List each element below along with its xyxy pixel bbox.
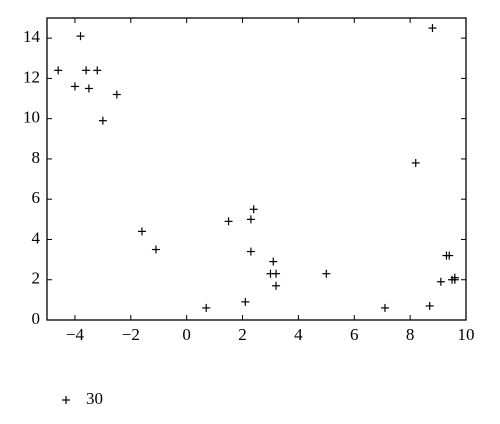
y-tick-label: 10: [23, 108, 40, 127]
y-tick-label: 14: [23, 27, 41, 46]
x-tick-label: −4: [66, 325, 85, 344]
data-point: [425, 301, 434, 310]
data-point: [269, 257, 278, 266]
data-point: [428, 24, 437, 33]
x-tick-label: 2: [238, 325, 247, 344]
legend-plus-icon: [62, 396, 70, 404]
x-tick-label: 10: [458, 325, 475, 344]
data-point: [272, 269, 281, 278]
data-point: [112, 90, 121, 99]
data-point: [224, 217, 233, 226]
data-point: [380, 303, 389, 312]
legend-marker: [62, 396, 70, 404]
data-point: [93, 66, 102, 75]
data-point: [151, 245, 160, 254]
data-point: [322, 269, 331, 278]
data-point: [249, 205, 258, 214]
data-point: [70, 82, 79, 91]
x-tick-label: 8: [406, 325, 415, 344]
data-point: [246, 247, 255, 256]
data-point: [450, 275, 459, 284]
data-point: [241, 297, 250, 306]
x-tick-label: 6: [350, 325, 359, 344]
data-point: [246, 215, 255, 224]
legend: 30: [62, 389, 103, 408]
data-point: [98, 116, 107, 125]
data-points: [54, 24, 459, 312]
y-tick-label: 0: [32, 309, 41, 328]
data-point: [54, 66, 63, 75]
data-point: [202, 303, 211, 312]
y-tick-label: 8: [32, 148, 41, 167]
y-tick-label: 4: [32, 228, 41, 247]
y-tick-label: 6: [32, 188, 41, 207]
x-tick-label: 4: [294, 325, 303, 344]
data-point: [411, 158, 420, 167]
y-tick-label: 12: [23, 67, 40, 86]
plot-frame: [46, 17, 467, 321]
data-point: [445, 251, 454, 260]
data-point: [76, 32, 85, 41]
data-point: [436, 277, 445, 286]
legend-label: 30: [86, 389, 103, 408]
data-point: [272, 281, 281, 290]
data-point: [84, 84, 93, 93]
data-point: [82, 66, 91, 75]
y-tick-label: 2: [32, 269, 41, 288]
data-point: [137, 227, 146, 236]
x-tick-label: 0: [182, 325, 191, 344]
x-tick-label: −2: [122, 325, 140, 344]
axis-ticks: −4 −2 0 2 4 6 8 10 0 2 4 6 8 10 12 14: [23, 18, 475, 344]
